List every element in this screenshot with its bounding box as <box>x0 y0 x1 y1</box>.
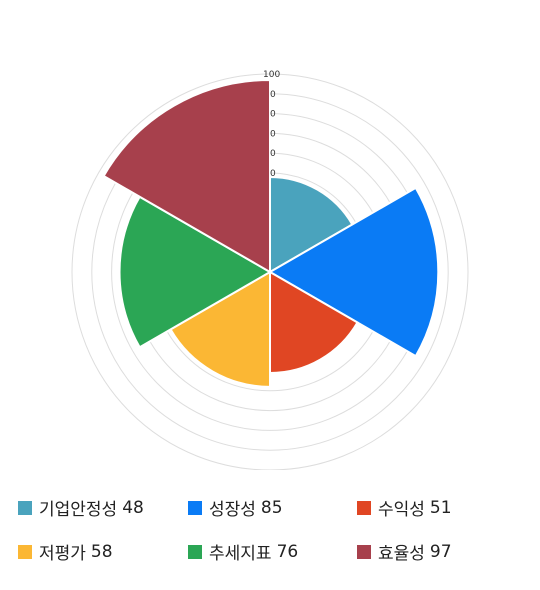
legend-swatch <box>188 544 202 559</box>
chart-canvas: 100 0 0 0 0 0 <box>71 70 469 470</box>
legend-swatch <box>357 500 371 515</box>
slice-3[interactable] <box>169 270 271 388</box>
slice-0[interactable] <box>269 175 354 274</box>
legend-item-0[interactable]: 기업안정성 48 <box>18 495 144 520</box>
legend-swatch <box>18 500 32 515</box>
slice-1[interactable] <box>268 186 440 358</box>
legend: 기업안정성 48 성장성 85 수익성 51 저평가 58 추세지표 76 효율… <box>0 478 540 578</box>
tick-label: 0 <box>270 110 276 120</box>
legend-value: 58 <box>90 541 113 562</box>
legend-value: 97 <box>429 541 452 562</box>
legend-value: 85 <box>260 497 283 518</box>
tick-label: 0 <box>270 90 276 100</box>
tick-labels: 100 0 0 0 0 0 <box>263 70 280 179</box>
legend-label: 수익성 <box>378 500 425 520</box>
legend-value: 51 <box>429 497 452 518</box>
tick-label: 0 <box>270 129 276 139</box>
legend-value: 76 <box>276 541 299 562</box>
slice-2[interactable] <box>269 270 359 374</box>
legend-label: 추세지표 <box>209 544 272 564</box>
legend-label: 저평가 <box>39 544 86 564</box>
slice-4[interactable] <box>118 195 273 349</box>
legend-label: 성장성 <box>209 500 256 520</box>
tick-label: 100 <box>263 70 280 80</box>
legend-label: 기업안정성 <box>39 500 118 520</box>
tick-label: 0 <box>270 169 276 179</box>
legend-swatch <box>18 544 32 559</box>
legend-swatch <box>357 544 371 559</box>
legend-item-3[interactable]: 저평가 58 <box>18 539 113 564</box>
legend-value: 48 <box>122 497 144 518</box>
slice-5[interactable] <box>102 78 271 274</box>
grid-ring <box>71 73 469 470</box>
legend-label: 효율성 <box>378 544 425 564</box>
legend-swatch <box>188 500 202 515</box>
legend-item-1[interactable]: 성장성 85 <box>188 495 283 520</box>
legend-item-5[interactable]: 효율성 97 <box>357 539 452 564</box>
legend-item-4[interactable]: 추세지표 76 <box>188 539 298 564</box>
polar-area-chart: 100 0 0 0 0 0 <box>71 70 469 470</box>
tick-label: 0 <box>270 149 276 159</box>
slices <box>102 78 440 388</box>
legend-item-2[interactable]: 수익성 51 <box>357 495 452 520</box>
